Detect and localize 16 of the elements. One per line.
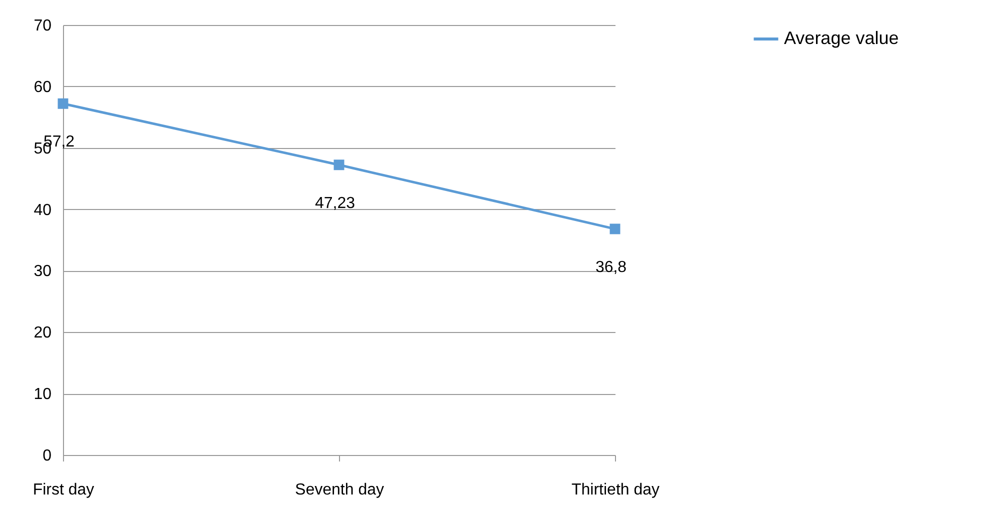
- y-tick-label: 20: [34, 324, 52, 342]
- data-label: 36,8: [595, 258, 627, 276]
- point: [58, 98, 68, 109]
- x-tick-label: Thirtieth day: [571, 482, 660, 498]
- point: [610, 224, 620, 234]
- x-tick-label: Seventh day: [295, 482, 384, 498]
- legend-label: Average value: [784, 28, 899, 48]
- y-tick-label: 0: [42, 448, 52, 464]
- data-label: 47,23: [314, 194, 356, 212]
- y-tick-label: 60: [34, 78, 52, 96]
- y-tick-label: 10: [34, 386, 52, 404]
- y-tick-label: 40: [34, 202, 52, 219]
- point: [334, 160, 344, 170]
- y-tick-label: 30: [34, 263, 52, 280]
- x-tick-label: First day: [32, 482, 94, 498]
- y-tick-label: 70: [34, 18, 52, 34]
